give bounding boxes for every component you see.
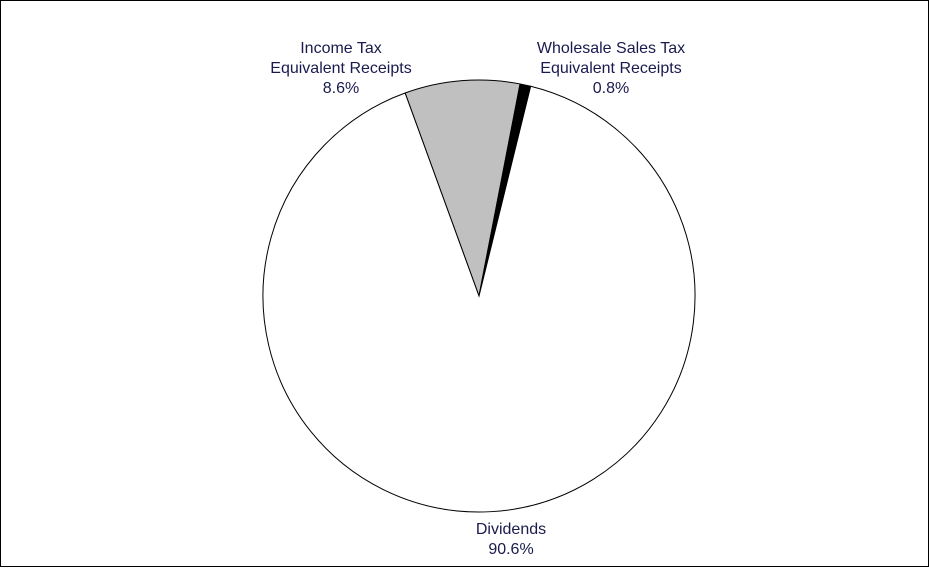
slice-name-line: Equivalent Receipts [270, 60, 411, 77]
slice-name-line: Income Tax [300, 40, 382, 57]
slice-name-line: Equivalent Receipts [540, 60, 681, 77]
slice-name-line: Dividends [476, 521, 546, 538]
pie-slice-label-0: Income Tax Equivalent Receipts 8.6% [270, 40, 411, 97]
slice-percent-label: 90.6% [488, 541, 533, 558]
slice-percent-label: 8.6% [323, 80, 359, 97]
slice-name-line: Wholesale Sales Tax [537, 40, 685, 57]
pie-slice-2 [262, 85, 696, 513]
pie-slices [262, 79, 696, 513]
pie-slice-label-1: Wholesale Sales Tax Equivalent Receipts 0.… [537, 40, 685, 97]
pie-labels: Income Tax Equivalent Receipts 8.6% Wholesa… [270, 40, 685, 558]
pie-slice-label-2: Dividends 90.6% [476, 521, 546, 558]
slice-percent-label: 0.8% [593, 80, 629, 97]
pie-slice-0 [404, 79, 521, 298]
